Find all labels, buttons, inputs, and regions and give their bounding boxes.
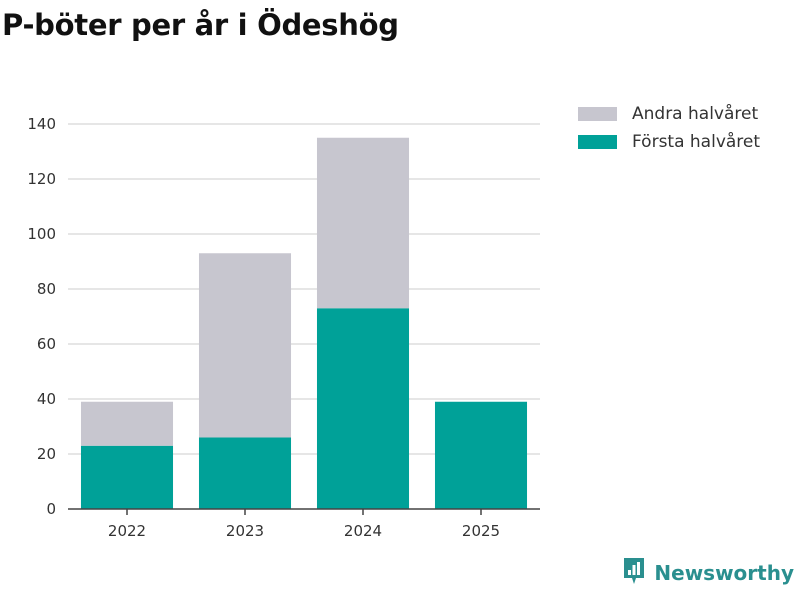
chart-title: P-böter per år i Ödeshög — [2, 8, 399, 42]
brand-logo[interactable]: Newsworthy — [622, 556, 794, 590]
legend: Andra halvåret Första halvåret — [578, 100, 760, 156]
y-tick-label: 80 — [37, 280, 56, 298]
chart-logo-icon — [622, 556, 646, 590]
y-axis: 0 20 40 60 80 100 120 140 — [27, 115, 56, 518]
x-axis: 2022 2023 2024 2025 — [68, 508, 540, 540]
x-tick-label: 2024 — [344, 522, 382, 540]
bar-2022-second-half[interactable] — [80, 401, 174, 446]
legend-swatch-second-half — [578, 107, 617, 121]
x-tick-label: 2023 — [226, 522, 264, 540]
y-tick-label: 40 — [37, 390, 56, 408]
y-tick-label: 100 — [27, 225, 56, 243]
legend-swatch-first-half — [578, 135, 617, 149]
y-tick-label: 140 — [27, 115, 56, 133]
bar-2023-first-half[interactable] — [198, 437, 292, 510]
bar-2025-first-half[interactable] — [434, 401, 528, 509]
y-tick-label: 60 — [37, 335, 56, 353]
y-tick-label: 0 — [46, 500, 56, 518]
brand-name: Newsworthy — [654, 561, 794, 585]
bar-2024-first-half[interactable] — [316, 308, 410, 509]
bar-2022-first-half[interactable] — [80, 445, 174, 509]
x-tick-label: 2025 — [462, 522, 500, 540]
bars — [80, 137, 528, 510]
legend-item-first-half[interactable]: Första halvåret — [578, 128, 760, 156]
legend-label-first-half: Första halvåret — [632, 132, 761, 152]
bar-2023-second-half[interactable] — [198, 253, 292, 438]
bar-2024-second-half[interactable] — [316, 137, 410, 309]
x-tick-label: 2022 — [108, 522, 146, 540]
legend-item-second-half[interactable]: Andra halvåret — [578, 100, 760, 128]
legend-label-second-half: Andra halvåret — [632, 104, 759, 124]
y-tick-label: 120 — [27, 170, 56, 188]
y-tick-label: 20 — [37, 445, 56, 463]
